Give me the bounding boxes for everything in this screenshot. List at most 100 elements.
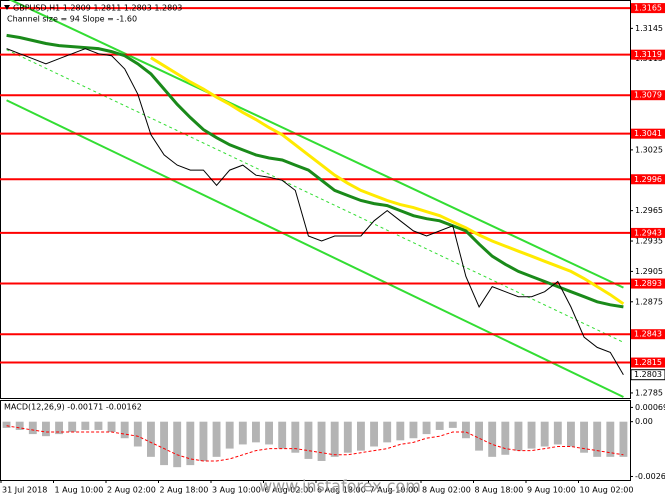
macd-signal	[6, 425, 624, 462]
level-label: 1.2815	[634, 358, 662, 367]
macd-bar	[186, 421, 195, 466]
level-box	[631, 278, 665, 289]
last-price-box	[630, 369, 665, 381]
x-tick-label: 6 Aug 18:00	[317, 486, 366, 495]
level-box	[631, 227, 665, 238]
macd-bar	[553, 421, 562, 445]
macd-bar	[606, 421, 615, 457]
macd-bar	[448, 421, 457, 428]
macd-bar	[265, 421, 273, 445]
level-box	[631, 128, 665, 139]
x-tick-label: 10 Aug 02:00	[580, 486, 634, 495]
level-box	[631, 357, 665, 368]
macd-bar	[330, 421, 339, 457]
y-tick-label: 1.2905	[635, 267, 663, 276]
channel-line	[8, 0, 624, 289]
macd-bar	[68, 421, 77, 433]
macd-bar	[317, 421, 326, 461]
price-line	[6, 33, 624, 309]
macd-bar	[291, 421, 300, 453]
x-tick-label: 6 Aug 02:00	[265, 486, 314, 495]
macd-bar	[147, 421, 155, 457]
macd-bar	[383, 421, 392, 443]
y-tick-label: 1.2965	[635, 206, 663, 215]
icon	[4, 5, 10, 10]
level-label: 1.2943	[634, 228, 662, 237]
macd-bar	[527, 421, 536, 449]
y-tick-label: 1.2935	[635, 237, 663, 246]
macd-bar	[567, 421, 575, 447]
macd-bar	[160, 421, 168, 466]
macd-bar	[501, 421, 510, 455]
macd-bar	[81, 421, 90, 430]
level-label: 1.3165	[634, 4, 662, 13]
macd-bar	[173, 421, 182, 468]
macd-bar	[475, 421, 483, 451]
main-frame	[0, 0, 631, 399]
x-tick-label: 8 Aug 18:00	[475, 486, 524, 495]
macd-bar	[593, 421, 602, 457]
price-line	[6, 48, 624, 375]
channel-line	[6, 99, 624, 398]
macd-bar	[580, 421, 588, 453]
macd-bar	[514, 421, 523, 451]
macd-title: MACD(12,26,9) -0.00171 -0.00162	[4, 403, 142, 412]
macd-bar	[304, 421, 313, 459]
x-tick-label: 31 Jul 2018	[2, 486, 47, 495]
level-label: 1.2843	[634, 330, 662, 339]
macd-bar	[15, 421, 24, 430]
level-label: 1.3119	[634, 50, 662, 59]
y-tick-label: 1.2785	[635, 388, 663, 397]
macd-bar	[435, 421, 444, 430]
macd-bar	[28, 421, 37, 435]
macd-bar	[540, 421, 549, 447]
macd-bar	[42, 421, 50, 437]
x-tick-label: 9 Aug 10:00	[527, 486, 576, 495]
macd-bar	[396, 421, 405, 441]
y-tick-label: 1.2875	[635, 297, 663, 306]
x-tick-label: 2 Aug 02:00	[107, 486, 156, 495]
chart-title: GBPUSD,H1 1.2809 1.2811 1.2803 1.2803	[13, 4, 182, 13]
macd-bar	[278, 421, 287, 449]
macd-bar	[238, 421, 247, 445]
last-price-label: 1.2803	[634, 370, 662, 379]
macd-bar	[107, 421, 116, 433]
x-tick-label: 8 Aug 02:00	[422, 486, 471, 495]
macd-bar	[619, 421, 628, 457]
chart-subtitle: Channel size = 94 Slope = -1.60	[7, 15, 137, 24]
macd-bar	[199, 421, 208, 461]
macd-bar	[357, 421, 365, 451]
level-box	[631, 174, 665, 185]
price-line	[150, 56, 625, 306]
level-label: 1.2893	[634, 279, 662, 288]
macd-bar	[120, 421, 129, 439]
level-box	[631, 329, 665, 340]
level-label: 1.3079	[634, 91, 662, 100]
watermark: www.instaforex.com	[259, 477, 421, 496]
level-label: 1.3041	[634, 129, 662, 138]
macd-bar	[55, 421, 63, 435]
macd-y-tick-label: -0.00265	[635, 472, 665, 481]
x-tick-label: 2 Aug 18:00	[160, 486, 209, 495]
macd-bar	[370, 421, 378, 447]
macd-bar	[225, 421, 234, 449]
macd-bar	[343, 421, 352, 453]
macd-bar	[94, 421, 103, 430]
level-label: 1.2996	[634, 175, 662, 184]
macd-y-tick-label: 0.00069	[635, 403, 665, 412]
macd-bar	[252, 421, 260, 443]
macd-bar	[422, 421, 431, 435]
macd-bar	[133, 421, 142, 447]
macd-bar	[409, 421, 418, 439]
level-box	[631, 49, 665, 60]
x-tick-label: 1 Aug 10:00	[55, 486, 104, 495]
macd-y-tick-label: 0.00	[635, 417, 653, 426]
level-box	[631, 90, 665, 101]
macd-bar	[488, 421, 497, 457]
y-tick-label: 1.3025	[635, 145, 663, 154]
x-tick-label: 3 Aug 10:00	[212, 486, 261, 495]
